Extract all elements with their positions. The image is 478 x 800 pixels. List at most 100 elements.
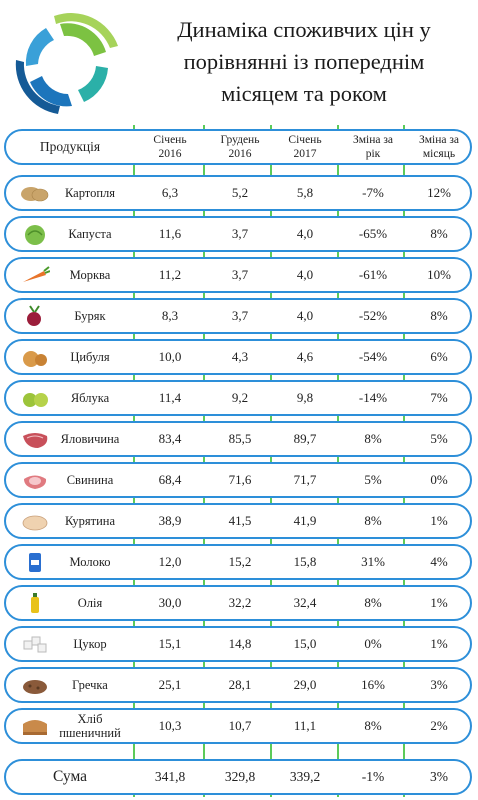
sum-row: Сума 341,8 329,8 339,2 -1% 3% — [4, 759, 472, 795]
header-text: 2016 — [158, 148, 182, 160]
table-row: Молоко 12,0 15,2 15,8 31% 4% — [4, 544, 472, 580]
change-year: 8% — [364, 513, 382, 528]
table-row: Морква 11,2 3,7 4,0 -61% 10% — [4, 257, 472, 293]
price-jan-2016: 68,4 — [158, 472, 182, 487]
price-jan-2016: 11,4 — [158, 390, 182, 405]
sum-value: 341,8 — [154, 769, 186, 784]
price-dec-2016: 4,3 — [231, 349, 249, 364]
price-dec-2016: 5,2 — [231, 185, 249, 200]
product-name: Буряк — [74, 309, 106, 323]
price-jan-2017: 29,0 — [293, 677, 317, 692]
price-jan-2017: 89,7 — [293, 431, 317, 446]
header-month-change: Зміна за місяць — [406, 131, 472, 163]
product-name: Гречка — [72, 678, 108, 692]
product-cell: Капуста — [6, 218, 134, 250]
product-name: Морква — [69, 268, 111, 282]
price-dec-2016: 3,7 — [231, 226, 249, 241]
table-row: Картопля 6,3 5,2 5,8 -7% 12% — [4, 175, 472, 211]
product-cell: Яблука — [6, 382, 134, 414]
change-year: 8% — [364, 431, 382, 446]
title-line-2: порівнянні із попереднім — [183, 49, 425, 74]
carrot-icon — [20, 264, 50, 286]
header-text: рік — [365, 148, 381, 160]
product-cell: Картопля — [6, 177, 134, 209]
milk-icon — [20, 551, 50, 573]
column-divider — [403, 125, 405, 797]
sum-value: 3% — [430, 769, 448, 784]
product-name: Курятина — [64, 514, 116, 528]
sugar-icon — [20, 633, 50, 655]
change-month: 4% — [430, 554, 448, 569]
price-jan-2017: 11,1 — [293, 718, 317, 733]
table-row: Яловичина 83,4 85,5 89,7 8% 5% — [4, 421, 472, 457]
title-line-1: Динаміка споживчих цін у — [177, 17, 431, 42]
price-jan-2017: 4,6 — [296, 349, 314, 364]
column-divider — [133, 125, 135, 797]
price-jan-2016: 10,0 — [158, 349, 182, 364]
product-name: Яблука — [70, 391, 110, 405]
change-month: 1% — [430, 513, 448, 528]
price-jan-2016: 8,3 — [161, 308, 179, 323]
product-name: Картопля — [64, 186, 116, 200]
change-year: 16% — [361, 677, 385, 692]
product-cell: Морква — [6, 259, 134, 291]
price-jan-2016: 12,0 — [158, 554, 182, 569]
product-name: Хліб пшеничний — [59, 712, 121, 740]
change-year: 31% — [361, 554, 385, 569]
change-year: -14% — [358, 390, 388, 405]
change-year: 8% — [364, 595, 382, 610]
price-jan-2017: 4,0 — [296, 226, 314, 241]
sum-value: -1% — [361, 769, 385, 784]
price-dec-2016: 85,5 — [228, 431, 252, 446]
header-text: 2016 — [228, 148, 252, 160]
product-cell: Олія — [6, 587, 134, 619]
sum-value: 329,8 — [224, 769, 256, 784]
product-name: Цибуля — [70, 350, 110, 364]
column-divider — [203, 125, 205, 797]
product-name: Яловичина — [60, 432, 120, 446]
table-row: Яблука 11,4 9,2 9,8 -14% 7% — [4, 380, 472, 416]
table-row: Свинина 68,4 71,6 71,7 5% 0% — [4, 462, 472, 498]
price-jan-2017: 15,0 — [293, 636, 317, 651]
product-cell: Молоко — [6, 546, 134, 578]
price-jan-2016: 25,1 — [158, 677, 182, 692]
page-title: Динаміка споживчих цін у порівнянні із п… — [138, 14, 470, 110]
oil-icon — [20, 592, 50, 614]
price-dec-2016: 71,6 — [228, 472, 252, 487]
price-jan-2016: 38,9 — [158, 513, 182, 528]
potato-icon — [20, 182, 50, 204]
product-cell: Буряк — [6, 300, 134, 332]
price-dec-2016: 15,2 — [228, 554, 252, 569]
product-name: Олія — [77, 596, 103, 610]
product-name: Цукор — [73, 637, 107, 651]
beef-icon — [20, 428, 50, 450]
change-year: 5% — [364, 472, 382, 487]
header-year-change: Зміна за рік — [340, 131, 406, 163]
change-month: 6% — [430, 349, 448, 364]
product-cell: Хліб пшеничний — [6, 710, 134, 742]
change-month: 7% — [430, 390, 448, 405]
product-name: Капуста — [68, 227, 112, 241]
product-name: Молоко — [69, 555, 111, 569]
change-month: 5% — [430, 431, 448, 446]
price-jan-2017: 4,0 — [296, 308, 314, 323]
price-dec-2016: 3,7 — [231, 308, 249, 323]
price-jan-2016: 30,0 — [158, 595, 182, 610]
logo-icon — [15, 13, 118, 114]
price-dec-2016: 9,2 — [231, 390, 249, 405]
table-header-row: Продукція Січень 2016 Грудень 2016 Січен… — [4, 129, 472, 165]
price-jan-2017: 15,8 — [293, 554, 317, 569]
change-month: 8% — [430, 226, 448, 241]
header-text: Січень — [153, 134, 187, 146]
header-text: 2017 — [293, 148, 317, 160]
header-product: Продукція — [39, 139, 101, 154]
change-year: -7% — [362, 185, 384, 200]
price-jan-2017: 4,0 — [296, 267, 314, 282]
price-dec-2016: 41,5 — [228, 513, 252, 528]
price-jan-2016: 10,3 — [158, 718, 182, 733]
table-row: Олія 30,0 32,2 32,4 8% 1% — [4, 585, 472, 621]
change-month: 0% — [430, 472, 448, 487]
change-year: 0% — [364, 636, 382, 651]
header-jan-2017: Січень 2017 — [272, 131, 338, 163]
product-name: Свинина — [66, 473, 114, 487]
